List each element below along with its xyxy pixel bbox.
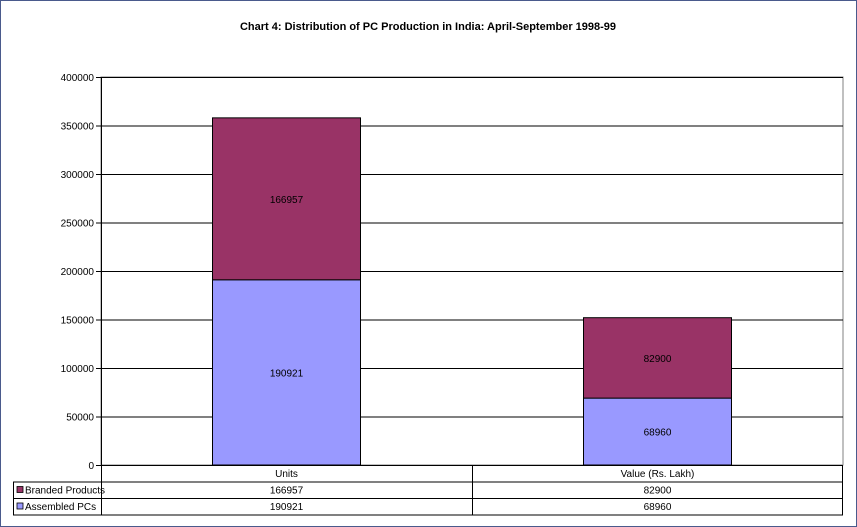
chart-title: Chart 4: Distribution of PC Production i…	[240, 21, 616, 33]
data-label: 190921	[270, 368, 304, 379]
y-tick-label: 250000	[61, 219, 95, 230]
legend-key	[16, 486, 24, 493]
x-category-label: Value (Rs. Lakh)	[621, 469, 695, 480]
legend-label: Branded Products	[25, 486, 105, 497]
table-cell: 166957	[270, 486, 304, 497]
data-table: Units Value (Rs. Lakh) Branded Products 166…	[13, 465, 843, 516]
bar	[212, 279, 361, 466]
data-label: 166957	[270, 195, 304, 206]
x-category-label: Units	[275, 469, 298, 480]
bar	[583, 397, 732, 466]
data-label: 82900	[644, 354, 672, 365]
bar	[583, 317, 732, 399]
bars-layer: 190921 166957 68960 82900	[212, 117, 732, 466]
y-tick-label: 400000	[61, 73, 95, 84]
table-cell: 82900	[644, 486, 672, 497]
y-tick-label: 0	[88, 461, 94, 472]
legend-key	[16, 502, 24, 510]
y-tick-label: 200000	[61, 267, 95, 278]
data-label: 68960	[644, 428, 672, 439]
y-tick-label: 150000	[61, 316, 95, 327]
table-cell: 190921	[270, 502, 304, 513]
y-tick-label: 350000	[61, 122, 95, 133]
bar	[212, 117, 361, 281]
table-cell: 68960	[644, 502, 672, 513]
y-tick-label: 50000	[66, 413, 94, 424]
y-tick-label: 300000	[61, 170, 95, 181]
y-tick-label: 100000	[61, 364, 95, 375]
legend-label: Assembled PCs	[25, 502, 96, 513]
